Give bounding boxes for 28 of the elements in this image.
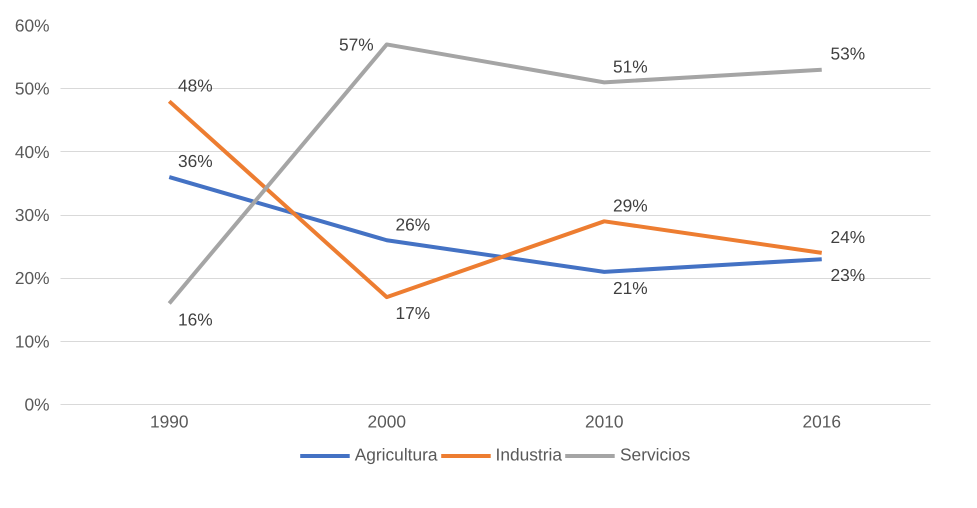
line-series	[167, 175, 824, 274]
y-tick-label: 20%	[14, 268, 50, 288]
y-tick-label: 60%	[14, 16, 50, 36]
y-tick-label: 0%	[24, 394, 50, 414]
data-label: 16%	[178, 309, 213, 330]
y-tick-label: 30%	[14, 205, 50, 225]
y-tick-label: 50%	[14, 78, 50, 99]
data-label: 26%	[396, 214, 430, 234]
data-label: 17%	[396, 303, 430, 324]
legend-label: Industria	[496, 444, 562, 466]
line-series	[167, 99, 824, 300]
data-label: 57%	[339, 34, 374, 54]
data-label: 21%	[613, 278, 648, 298]
x-tick-label: 2000	[367, 412, 406, 432]
data-label: 36%	[178, 151, 213, 172]
y-tick-label: 10%	[14, 331, 50, 352]
data-label: 51%	[613, 56, 648, 76]
x-tick-label: 2010	[584, 412, 624, 432]
x-tick-label: 1990	[150, 412, 189, 432]
y-tick-label: 40%	[14, 142, 50, 162]
legend-label: Agricultura	[354, 444, 438, 466]
data-label: 24%	[830, 226, 866, 247]
legend-label: Servicios	[620, 444, 690, 466]
data-label: 53%	[830, 44, 866, 64]
x-tick-label: 2016	[802, 412, 842, 432]
data-label: 23%	[830, 265, 866, 286]
data-label: 48%	[178, 75, 213, 96]
data-label: 29%	[613, 195, 648, 216]
